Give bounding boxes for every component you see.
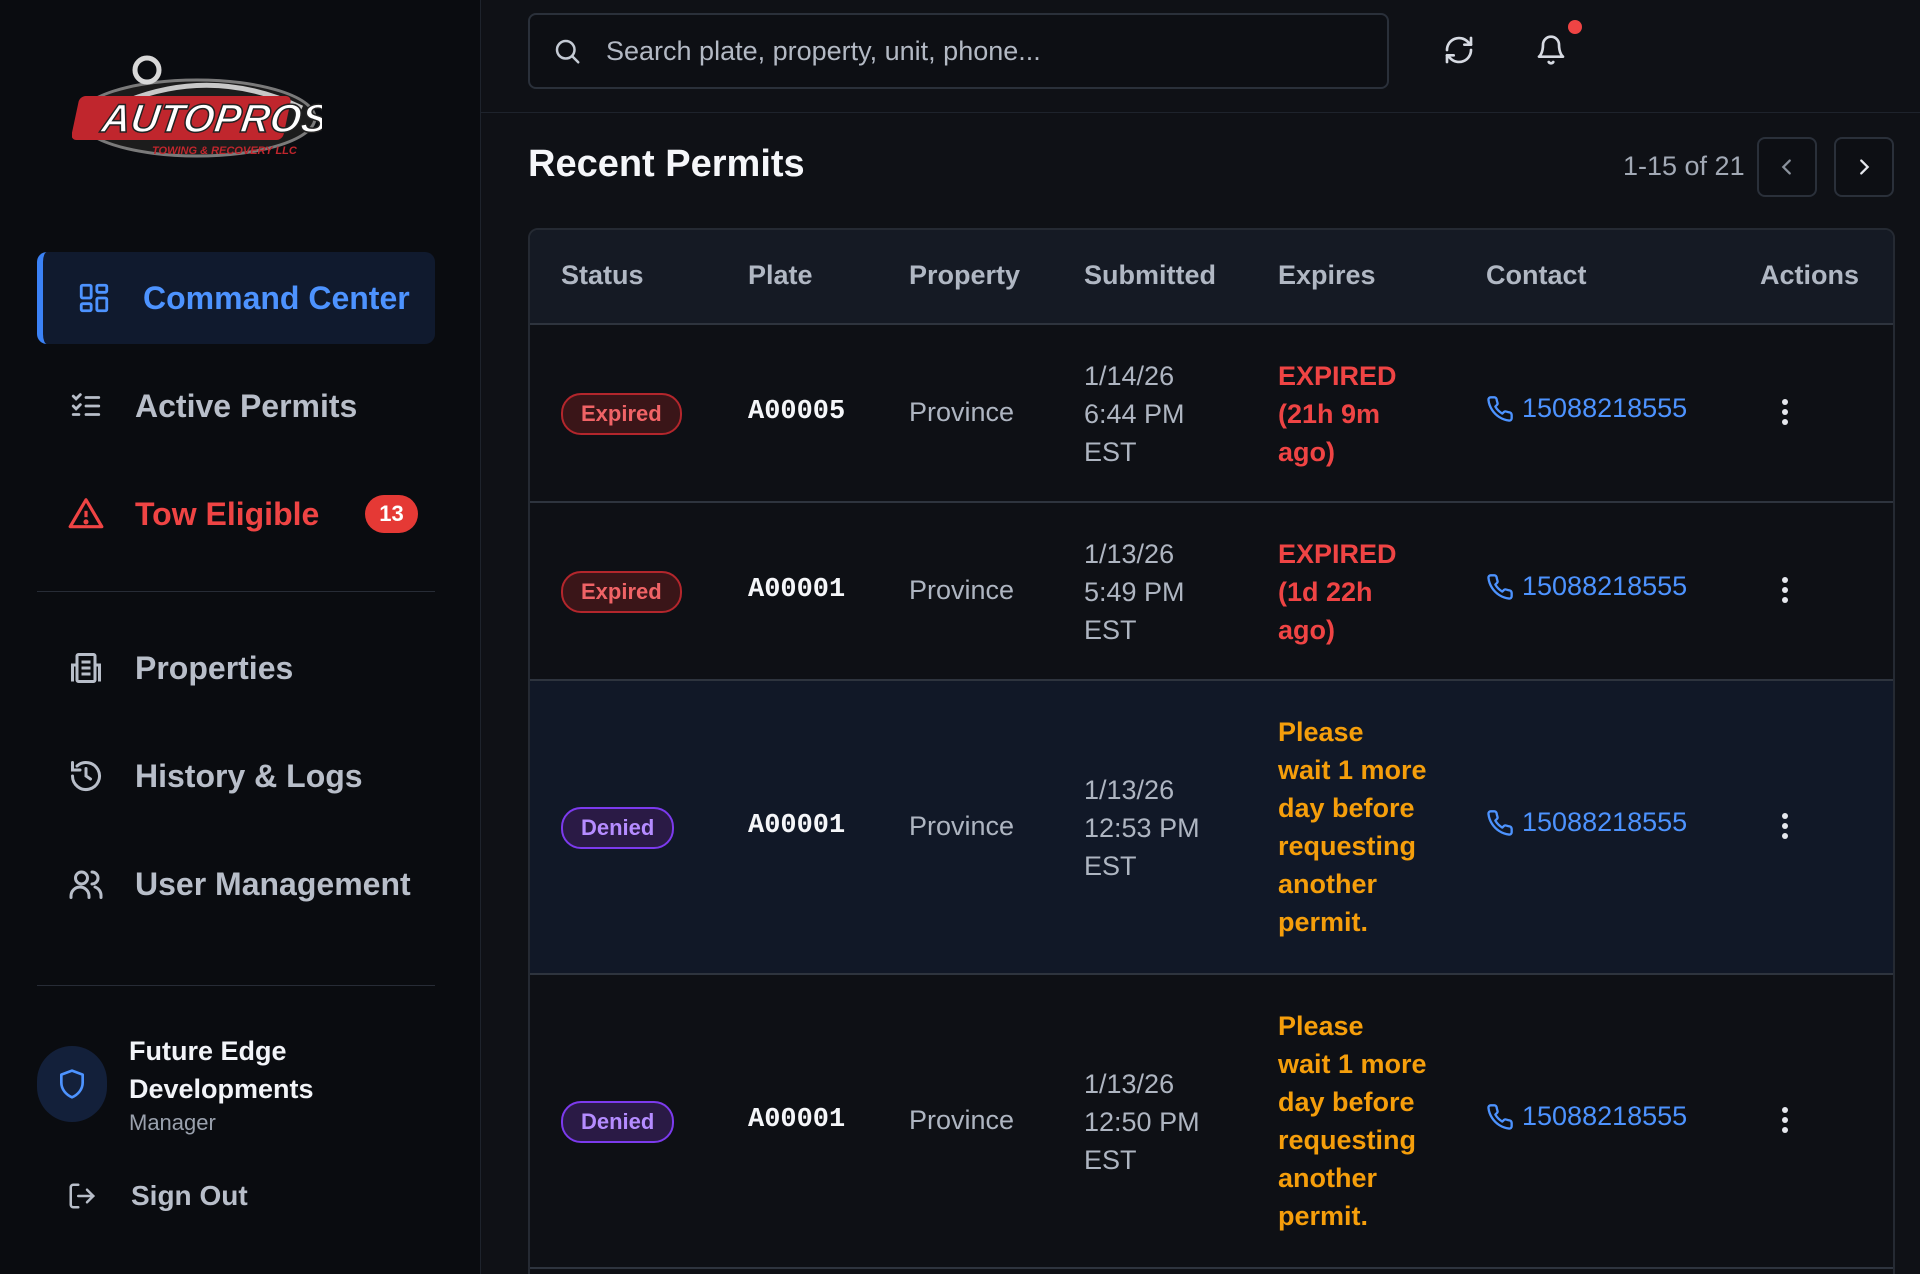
- column-header-status[interactable]: Status: [561, 260, 644, 290]
- logout-icon: [67, 1181, 97, 1211]
- sign-out-label: Sign Out: [131, 1180, 248, 1211]
- submitted-time: 1/13/26 12:53 PM EST: [1084, 775, 1200, 881]
- expiry-status: EXPIRED (1d 22h ago): [1278, 539, 1397, 645]
- main-content: Recent Permits 1-15 of 21 Status Plate P…: [481, 0, 1920, 1274]
- more-vertical-icon: [1781, 813, 1789, 839]
- sign-out-button[interactable]: Sign Out: [67, 1180, 248, 1212]
- bell-icon: [1535, 34, 1567, 66]
- column-header-plate[interactable]: Plate: [748, 260, 813, 290]
- status-badge: Expired: [561, 571, 682, 613]
- status-badge: Denied: [561, 1101, 675, 1143]
- plate-number: A00001: [748, 811, 846, 841]
- expiry-status: Please wait 1 more day before requesting ano…: [1278, 1011, 1427, 1231]
- status-badge: Expired: [561, 393, 682, 435]
- row-actions-button[interactable]: [1770, 811, 1800, 841]
- submitted-time: 1/13/26 5:49 PM EST: [1084, 539, 1185, 645]
- search-box[interactable]: [528, 13, 1389, 89]
- sidebar-item-command-center[interactable]: Command Center: [37, 252, 435, 344]
- svg-text:AUTOPROS: AUTOPROS: [98, 96, 322, 141]
- sidebar-item-label: User Management: [135, 865, 411, 902]
- phone-icon: [1486, 1103, 1514, 1131]
- search-icon: [552, 36, 582, 66]
- more-vertical-icon: [1781, 577, 1789, 603]
- table-row[interactable]: Expired A00005 Province 1/14/26 6:44 PM ES…: [530, 325, 1893, 503]
- sidebar-divider: [37, 591, 435, 592]
- next-page-button[interactable]: [1834, 137, 1894, 197]
- property-name: Province: [909, 811, 1015, 841]
- table-row[interactable]: Denied A00001 Province 1/13/26 12:53 PM ES…: [530, 681, 1893, 975]
- sidebar-item-label: Active Permits: [135, 387, 358, 424]
- phone-icon: [1486, 395, 1514, 423]
- warning-icon: [67, 495, 105, 533]
- refresh-button[interactable]: [1439, 30, 1479, 70]
- top-bar: [481, 0, 1920, 113]
- column-header-actions: Actions: [1760, 260, 1860, 290]
- user-role: Manager: [129, 1110, 216, 1135]
- chevron-left-icon: [1776, 156, 1798, 178]
- page-title: Recent Permits: [528, 143, 805, 185]
- search-input[interactable]: [606, 35, 1366, 67]
- sidebar-item-history-logs[interactable]: History & Logs: [37, 730, 435, 822]
- sidebar-item-label: History & Logs: [135, 757, 363, 794]
- submitted-time: 1/13/26 12:50 PM EST: [1084, 1069, 1200, 1175]
- phone-icon: [1486, 573, 1514, 601]
- prev-page-button[interactable]: [1757, 137, 1817, 197]
- checklist-icon: [67, 387, 105, 425]
- column-header-property[interactable]: Property: [909, 260, 1021, 290]
- current-user: Future Edge Developments Manager: [37, 1032, 359, 1136]
- contact-phone-link[interactable]: 15088218555: [1486, 807, 1687, 838]
- pagination-range: 1-15 of 21: [1623, 151, 1745, 181]
- phone-icon: [1486, 809, 1514, 837]
- column-header-contact[interactable]: Contact: [1486, 260, 1587, 290]
- column-header-expires[interactable]: Expires: [1278, 260, 1376, 290]
- refresh-icon: [1443, 34, 1475, 66]
- building-icon: [67, 649, 105, 687]
- contact-phone-link[interactable]: 15088218555: [1486, 1101, 1687, 1132]
- contact-phone-link[interactable]: 15088218555: [1486, 571, 1687, 602]
- column-header-submitted[interactable]: Submitted: [1084, 260, 1216, 290]
- property-name: Province: [909, 397, 1015, 427]
- property-name: Province: [909, 1105, 1015, 1135]
- history-icon: [67, 757, 105, 795]
- row-actions-button[interactable]: [1770, 575, 1800, 605]
- sidebar-item-label: Properties: [135, 649, 294, 686]
- permits-table: Status Plate Property Submitted Expires …: [528, 228, 1895, 1274]
- plate-number: A00001: [748, 1105, 846, 1135]
- users-icon: [67, 865, 105, 903]
- notification-dot: [1568, 20, 1582, 34]
- sidebar-divider: [37, 985, 435, 986]
- submitted-time: 1/14/26 6:44 PM EST: [1084, 361, 1185, 467]
- table-header: Status Plate Property Submitted Expires …: [530, 230, 1893, 325]
- contact-phone-link[interactable]: 15088218555: [1486, 393, 1687, 424]
- status-badge: Denied: [561, 807, 675, 849]
- table-row[interactable]: Expired A00001 Province 1/13/26 5:49 PM ES…: [530, 503, 1893, 681]
- tow-eligible-count-badge: 13: [365, 495, 418, 533]
- sidebar-item-label: Command Center: [143, 279, 410, 316]
- expiry-status: EXPIRED (21h 9m ago): [1278, 361, 1397, 467]
- table-row[interactable]: Denied A00001 Province 1/13/26 12:50 PM ES…: [530, 975, 1893, 1269]
- plate-number: A00005: [748, 397, 846, 427]
- expiry-status: Please wait 1 more day before requesting ano…: [1278, 717, 1427, 937]
- more-vertical-icon: [1781, 399, 1789, 425]
- grid-icon: [75, 279, 113, 317]
- sidebar-item-active-permits[interactable]: Active Permits: [37, 360, 435, 452]
- plate-number: A00001: [748, 575, 846, 605]
- svg-text:TOWING & RECOVERY LLC: TOWING & RECOVERY LLC: [152, 145, 298, 157]
- sidebar: AUTOPROS TOWING & RECOVERY LLC Command C…: [0, 0, 481, 1274]
- chevron-right-icon: [1853, 156, 1875, 178]
- sidebar-item-user-management[interactable]: User Management: [37, 838, 435, 930]
- notifications-button[interactable]: [1531, 30, 1571, 70]
- property-name: Province: [909, 575, 1015, 605]
- shield-icon: [37, 1046, 107, 1122]
- user-name: Future Edge Developments: [129, 1036, 314, 1104]
- more-vertical-icon: [1781, 1107, 1789, 1133]
- row-actions-button[interactable]: [1770, 1105, 1800, 1135]
- sidebar-item-properties[interactable]: Properties: [37, 622, 435, 714]
- sidebar-item-tow-eligible[interactable]: Tow Eligible 13: [37, 468, 435, 560]
- row-actions-button[interactable]: [1770, 397, 1800, 427]
- company-logo: AUTOPROS TOWING & RECOVERY LLC: [71, 48, 332, 168]
- sidebar-item-label: Tow Eligible: [135, 495, 320, 532]
